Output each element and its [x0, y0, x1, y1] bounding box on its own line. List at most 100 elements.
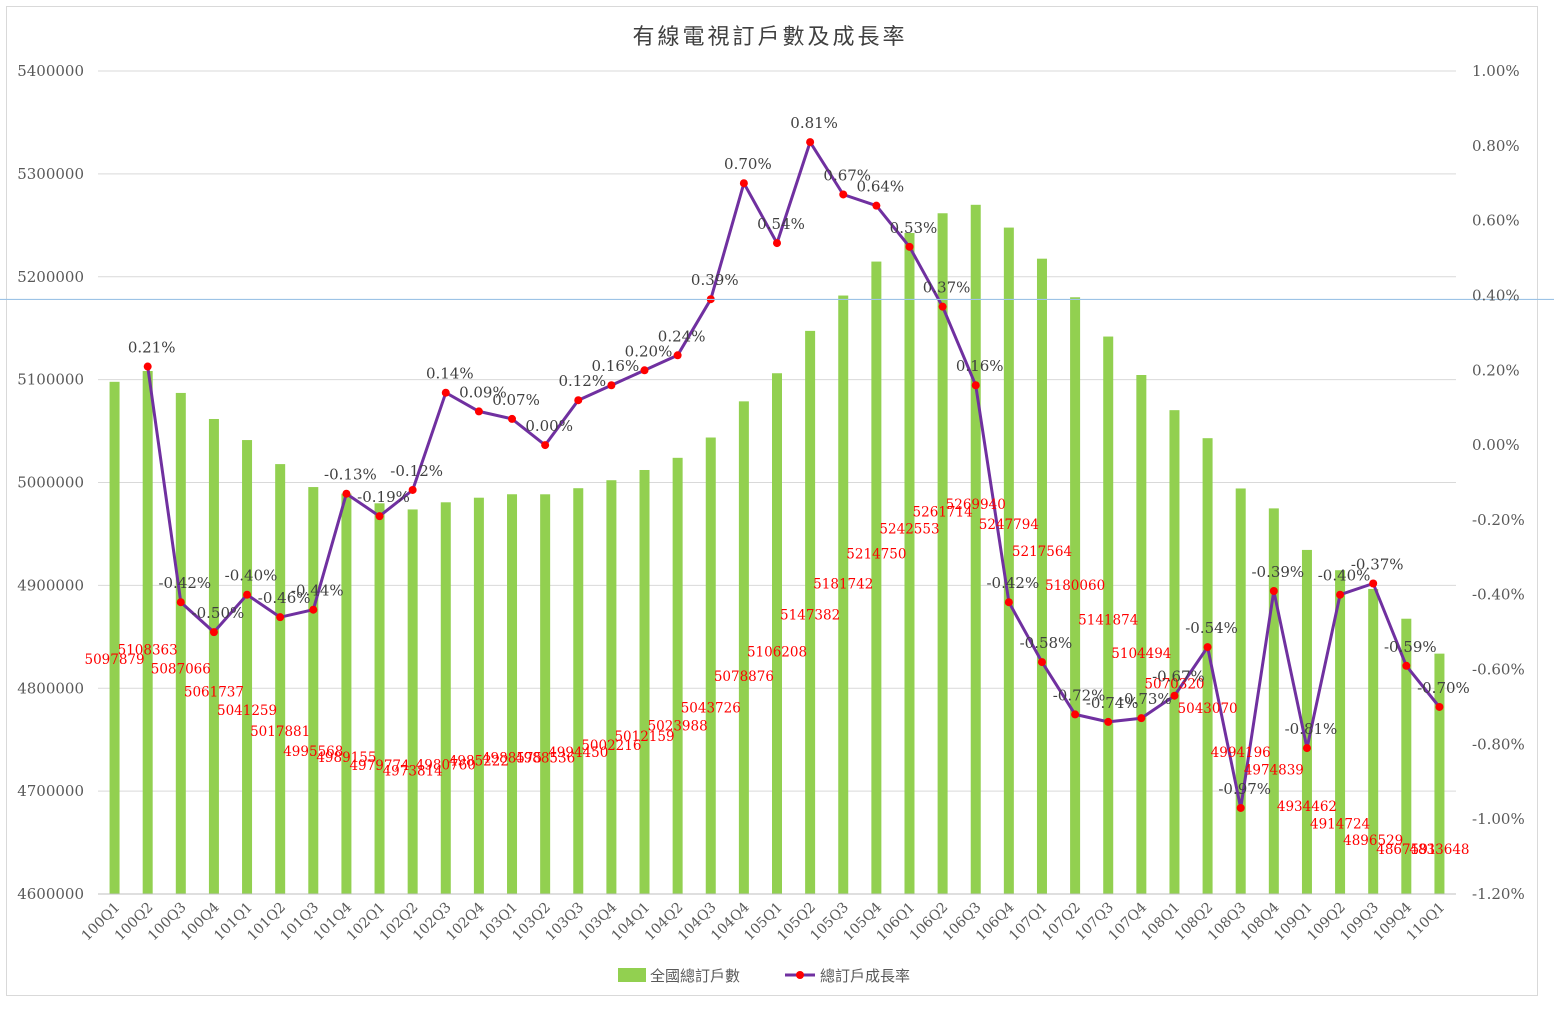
rate-point	[1137, 714, 1146, 723]
bar-value-label: 4994450	[548, 745, 608, 761]
bar-value-label: 4974839	[1244, 763, 1304, 779]
rate-point	[1004, 598, 1013, 607]
bar	[1003, 227, 1014, 895]
rate-point	[143, 362, 152, 371]
rate-point	[607, 381, 616, 390]
bar-value-label: 5217564	[1012, 544, 1072, 560]
rate-value-label: 0.12%	[558, 372, 606, 390]
rate-value-label: 0.70%	[724, 155, 772, 173]
rate-point	[408, 485, 417, 494]
bar-value-label: 5043726	[681, 701, 741, 717]
rate-value-label: -0.44%	[291, 582, 344, 600]
legend-label-line: 總訂戶成長率	[820, 967, 910, 985]
bar	[208, 418, 219, 894]
y-right-tick-label: -0.20%	[1472, 511, 1525, 529]
legend-swatch-marker	[796, 971, 804, 979]
rate-point	[276, 613, 285, 622]
rate-value-label: -0.37%	[1351, 556, 1404, 574]
legend: 全國總訂戶數 總訂戶成長率	[618, 967, 910, 985]
rate-point	[508, 414, 517, 423]
legend-label-bar: 全國總訂戶數	[650, 967, 740, 985]
bar	[1169, 410, 1180, 894]
bar-value-label: 4980760	[416, 757, 476, 773]
bar-value-label: 5061737	[184, 684, 244, 700]
bar-value-label: 4985222	[449, 753, 509, 769]
bar-value-label: 5017881	[250, 724, 310, 740]
rate-value-label: 0.21%	[128, 339, 176, 357]
legend-swatch-bar	[618, 968, 646, 982]
rate-value-label: -0.54%	[1185, 619, 1238, 637]
y-right-tick-label: -0.60%	[1472, 661, 1525, 679]
bar-value-label: 5141874	[1078, 612, 1138, 628]
bar-value-label: 5247794	[979, 517, 1039, 533]
rate-value-label: 0.07%	[492, 391, 540, 409]
y-right-tick-label: 0.20%	[1472, 361, 1520, 379]
rate-value-label: 0.37%	[923, 279, 971, 297]
bar	[672, 457, 683, 894]
bar	[805, 330, 816, 895]
rate-point	[1170, 691, 1179, 700]
y-right-tick-label: -0.80%	[1472, 735, 1525, 753]
rate-value-label: 0.81%	[790, 114, 838, 132]
bar-value-label: 5242553	[879, 522, 939, 538]
bar	[871, 261, 882, 894]
bar-value-label: 5108363	[118, 642, 178, 658]
rate-point	[1402, 661, 1411, 670]
y-left-tick-label: 5000000	[17, 474, 84, 492]
bar	[275, 464, 286, 894]
bar	[1136, 375, 1147, 894]
bar-value-label: 5002216	[581, 738, 641, 754]
bar	[1301, 549, 1312, 894]
y-right-tick-label: -0.40%	[1472, 586, 1525, 604]
rate-point	[1269, 586, 1278, 595]
bar-value-label: 4867591	[1376, 842, 1436, 858]
y-left-tick-label: 5300000	[17, 165, 84, 183]
bar-value-label: 5104494	[1111, 646, 1171, 662]
bar-value-label: 4833648	[1409, 842, 1469, 858]
y-right-tick-label: 0.40%	[1472, 286, 1520, 304]
rate-value-label: 0.00%	[525, 417, 573, 435]
bar-value-label: 5261714	[913, 504, 973, 520]
bar	[507, 494, 518, 894]
bar-value-label: 5180060	[1045, 578, 1105, 594]
rate-value-label: -0.42%	[158, 574, 211, 592]
bar	[1070, 297, 1081, 894]
bar	[374, 503, 385, 894]
bar	[473, 497, 484, 894]
rate-value-label: -0.19%	[357, 488, 410, 506]
y-right-tick-label: 0.00%	[1472, 436, 1520, 454]
y-left-tick-label: 4700000	[17, 782, 84, 800]
rate-value-label: 0.53%	[890, 219, 938, 237]
rate-value-label: -0.39%	[1251, 563, 1304, 581]
bar-value-label: 5147382	[780, 607, 840, 623]
rate-point	[1302, 744, 1311, 753]
rate-value-label: 0.67%	[823, 166, 871, 184]
rate-point	[839, 190, 848, 199]
bar-value-label: 4989155	[316, 750, 376, 766]
rate-value-label: -0.73%	[1119, 690, 1172, 708]
line-series	[143, 138, 1444, 812]
bar	[109, 381, 120, 894]
rate-value-label: -0.13%	[324, 466, 377, 484]
rate-value-label: -0.59%	[1384, 638, 1437, 656]
bar-value-label: 5078876	[714, 669, 774, 685]
rate-point	[1104, 717, 1113, 726]
bar	[1434, 653, 1445, 894]
bar-value-label: 4914724	[1310, 817, 1370, 833]
bar	[1335, 570, 1346, 894]
rate-value-label: 0.24%	[658, 327, 706, 345]
rate-value-label: 0.54%	[757, 215, 805, 233]
rate-value-label: 0.16%	[592, 357, 640, 375]
bar-value-label: 5181742	[813, 576, 873, 592]
rate-point	[806, 138, 815, 147]
rate-point	[1435, 702, 1444, 711]
bar-value-label: 4896529	[1343, 833, 1403, 849]
rate-point	[872, 201, 881, 210]
bar-value-label: 5269940	[946, 497, 1006, 513]
bar-value-label: 5041259	[217, 703, 277, 719]
rate-value-label: -0.40%	[225, 567, 278, 585]
bar-value-label: 4988536	[515, 750, 575, 766]
rate-value-label: -0.97%	[1218, 780, 1271, 798]
rate-point	[209, 628, 218, 637]
